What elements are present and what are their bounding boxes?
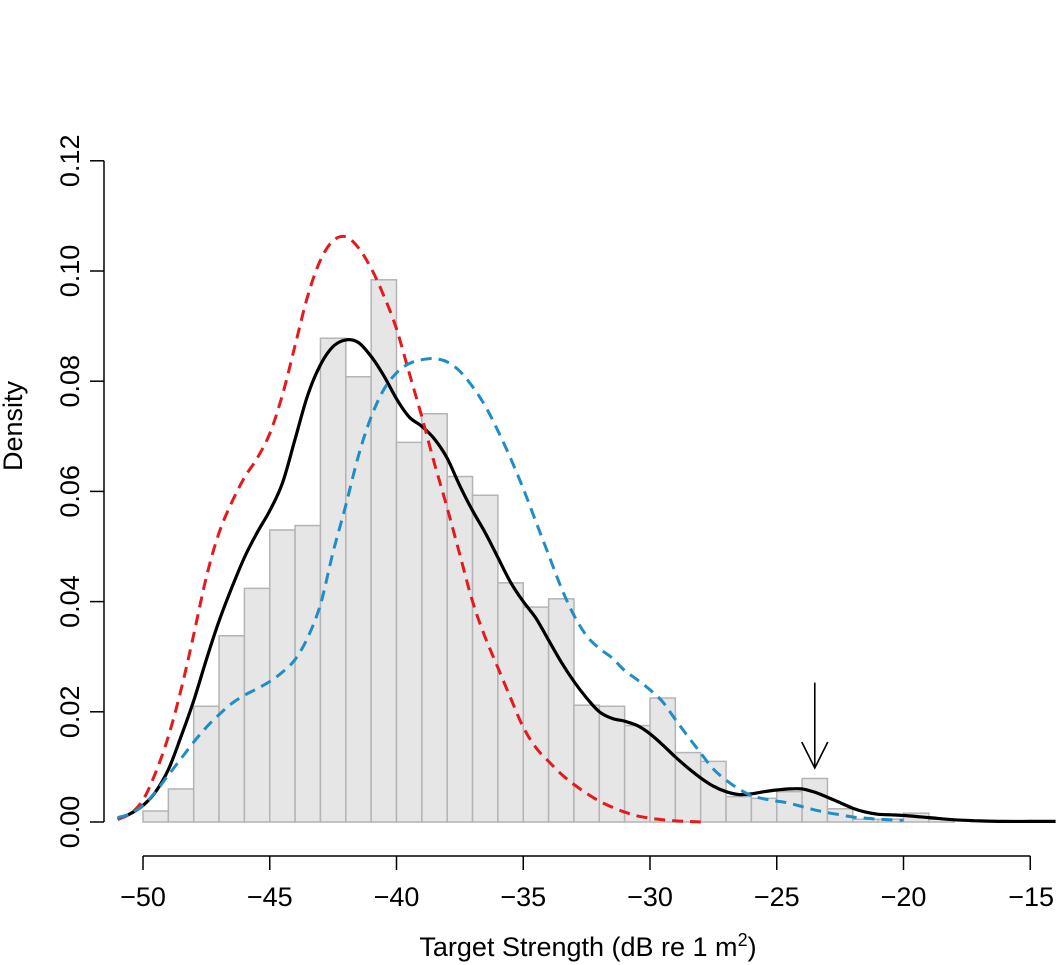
x-tick-label: −25 [754,882,800,912]
histogram-bar [421,412,448,823]
y-tick-label: 0.12 [55,135,85,188]
histogram-bar [623,724,651,823]
histogram-bar [497,582,524,823]
histogram-bar [826,808,854,823]
histogram-bar [471,494,499,823]
x-axis-title-suffix: ) [748,932,757,962]
histogram-bar [801,777,829,823]
density-curve-red [117,234,701,824]
histogram-bar [547,598,575,823]
x-tick-label: −45 [247,882,293,912]
y-axis: 0.00 0.02 0.04 0.06 0.08 0.10 0.12 [55,135,105,849]
y-tick-label: 0.00 [55,796,85,849]
annotation-arrow-head [801,741,829,770]
histogram-bar [395,441,423,823]
x-tick-label: −35 [500,882,546,912]
x-tick-label: −50 [120,882,166,912]
x-axis-title-main: Target Strength (dB re 1 m [419,932,737,962]
histogram-bar [573,704,601,823]
histogram-bar [218,635,246,823]
y-tick-label: 0.04 [55,575,85,628]
density-curves [117,234,1056,824]
y-tick-label: 0.10 [55,245,85,298]
x-tick-label: −30 [627,882,673,912]
histogram-bar [522,606,550,823]
histogram-bar [345,376,372,823]
annotation-arrow [801,682,829,770]
histogram-bar [446,475,474,823]
density-curve-blue [117,356,904,822]
x-tick-label: −15 [1008,882,1054,912]
histogram-bar [142,810,170,823]
x-axis: −50 −45 −40 −35 −30 −25 −20 −15 [120,855,1054,912]
y-axis-title: Density [0,380,28,471]
histogram-bar [269,529,296,823]
histogram-bar [192,705,220,823]
histogram-bar [750,797,778,823]
histogram-bar [674,751,702,823]
y-tick-label: 0.06 [55,465,85,518]
density-curve-black [117,338,1056,824]
histogram-bar [319,337,347,823]
x-axis-title: Target Strength (dB re 1 m2) [419,930,756,962]
x-tick-label: −20 [881,882,927,912]
x-tick-label: −40 [374,882,420,912]
histogram-bar [243,587,271,823]
histogram-bar [294,524,322,823]
histogram-bar [370,279,398,823]
y-tick-label: 0.08 [55,355,85,408]
y-tick-label: 0.02 [55,686,85,739]
x-axis-title-superscript: 2 [738,930,748,950]
histogram-bar [725,795,753,823]
histogram-bar [167,788,195,823]
